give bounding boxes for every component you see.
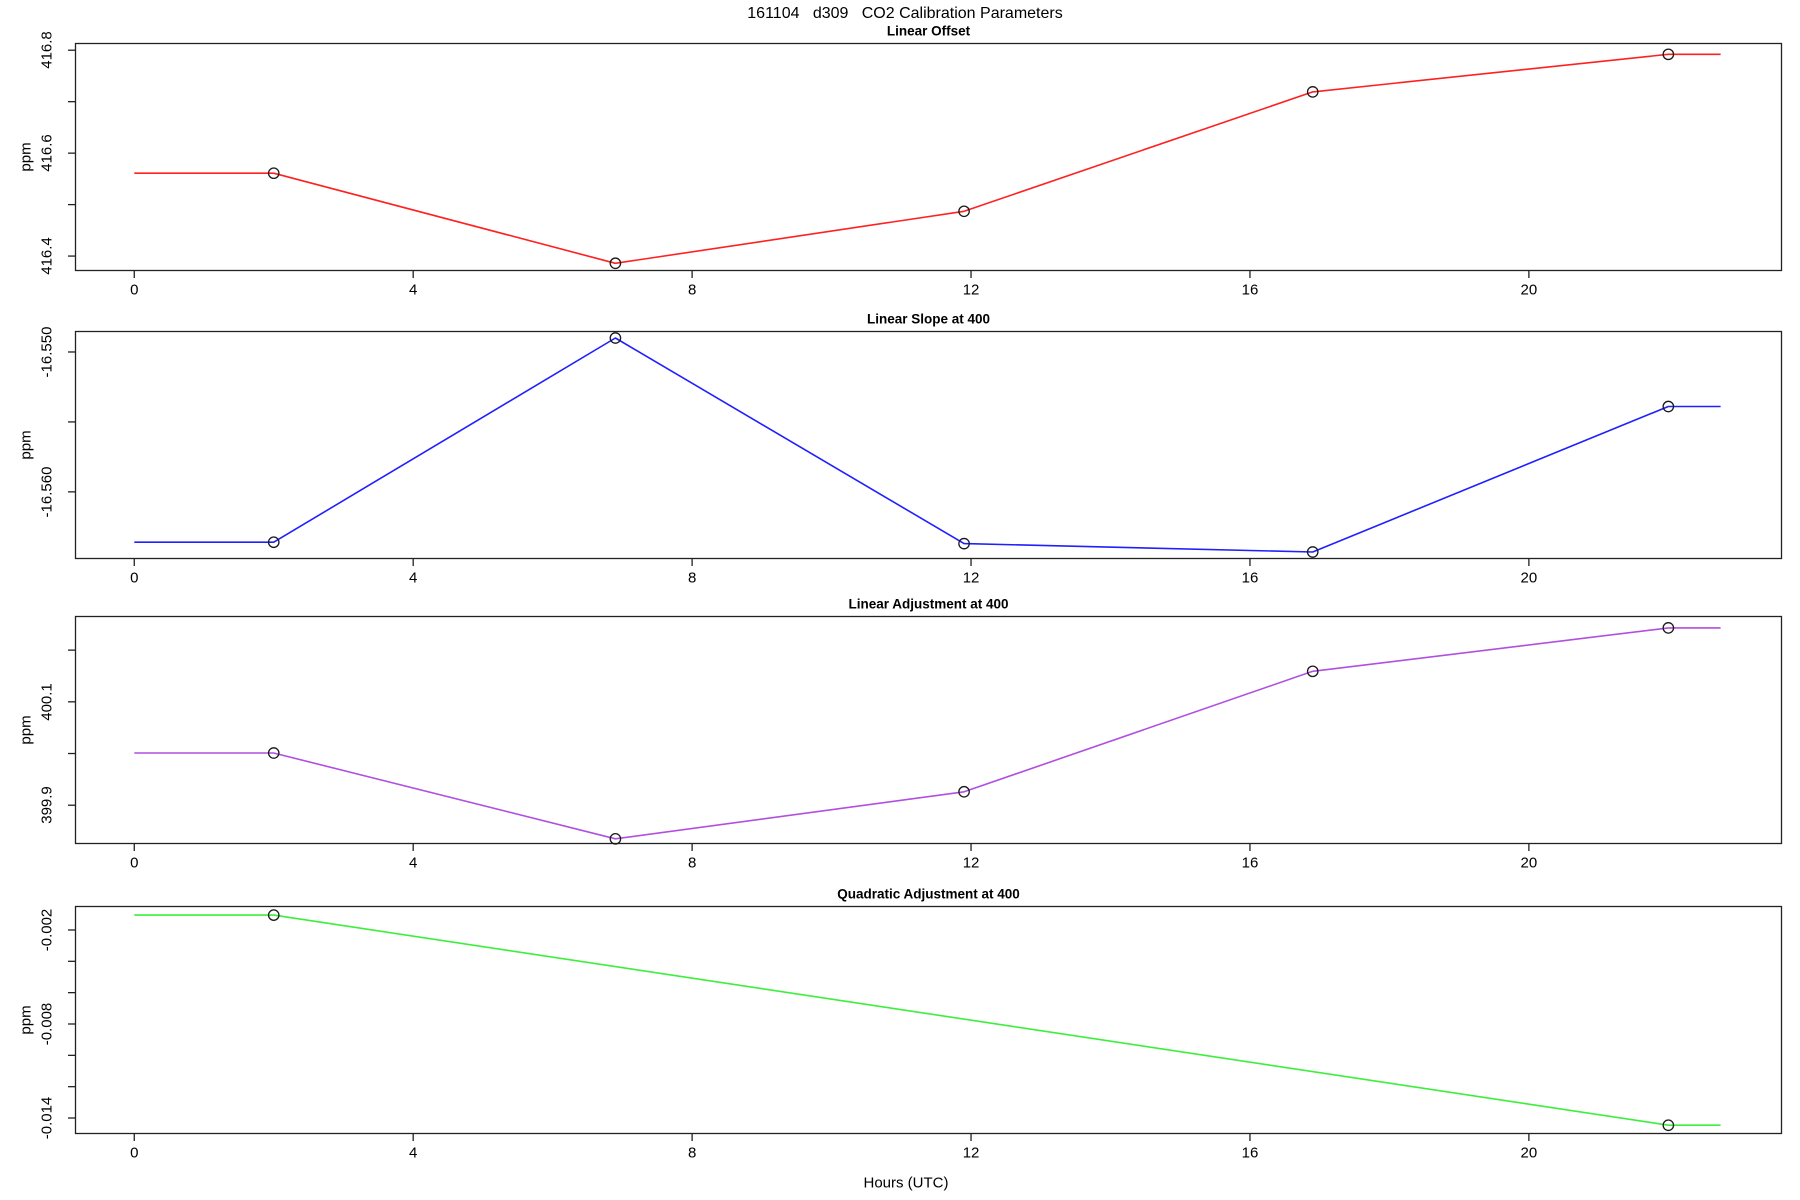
- data-point-marker: [958, 537, 970, 550]
- y-axis-title-quadratic-adjustment-at-400: ppm: [17, 1005, 35, 1035]
- figure-title: 161104 d309 CO2 Calibration Parameters: [747, 5, 1063, 22]
- y-tick-label: 400.1: [38, 683, 56, 721]
- x-tick-label: 8: [687, 854, 697, 872]
- x-axis-title: Hours (UTC): [863, 1174, 949, 1192]
- y-tick-label: -16.550: [38, 326, 56, 378]
- y-axis-title-linear-offset: ppm: [17, 142, 35, 172]
- y-tick-label: 416.8: [38, 31, 56, 69]
- x-tick-label: 8: [687, 281, 697, 299]
- x-tick-label: 4: [409, 854, 418, 872]
- y-tick-label: -16.560: [38, 466, 56, 518]
- x-tick-label: 0: [130, 854, 139, 872]
- panel-title-linear-offset: Linear Offset: [886, 23, 971, 39]
- panel-title-linear-slope-at-400: Linear Slope at 400: [866, 311, 991, 327]
- y-tick-label: 399.9: [38, 786, 56, 824]
- x-tick-label: 16: [1241, 1144, 1259, 1162]
- data-line-linear-offset: [134, 53, 1721, 265]
- plot-box-quadratic-adjustment-at-400: [74, 905, 1783, 1135]
- y-tick-label: -0.008: [38, 1002, 56, 1046]
- data-line-linear-slope-at-400: [134, 337, 1721, 553]
- data-point-marker: [1662, 1119, 1675, 1132]
- x-tick-label: 16: [1241, 854, 1259, 872]
- data-point-marker: [267, 167, 280, 180]
- data-point-marker: [609, 332, 622, 344]
- x-tick-label: 4: [409, 569, 418, 587]
- plot-linear-offset: [68, 42, 1783, 278]
- plot-box-linear-slope-at-400: [74, 330, 1783, 560]
- plot-linear-adjustment-at-400: [68, 615, 1783, 851]
- x-tick-label: 20: [1520, 569, 1538, 587]
- x-tick-label: 0: [130, 569, 139, 587]
- plot-box-linear-offset: [74, 42, 1783, 272]
- y-axis-title-linear-adjustment-at-400: ppm: [17, 715, 35, 745]
- data-point-marker: [267, 536, 280, 549]
- x-tick-label: 12: [962, 281, 980, 299]
- x-tick-label: 20: [1520, 1144, 1538, 1162]
- data-point-marker: [1306, 86, 1319, 98]
- x-tick-label: 0: [130, 1144, 139, 1162]
- x-tick-label: 16: [1241, 569, 1259, 587]
- data-point-marker: [267, 909, 280, 921]
- x-tick-label: 16: [1241, 281, 1259, 299]
- data-point-marker: [1662, 48, 1675, 61]
- data-point-marker: [958, 205, 970, 218]
- data-point-marker: [1662, 622, 1675, 634]
- x-tick-label: 4: [409, 1144, 418, 1162]
- panel-title-linear-adjustment-at-400: Linear Adjustment at 400: [848, 596, 1009, 612]
- y-tick-label: -0.002: [38, 908, 56, 952]
- data-point-marker: [1306, 665, 1319, 678]
- y-tick-label: -0.014: [38, 1096, 56, 1140]
- data-point-marker: [958, 785, 970, 798]
- data-line-linear-adjustment-at-400: [134, 627, 1721, 840]
- x-tick-label: 20: [1520, 854, 1538, 872]
- panel-title-quadratic-adjustment-at-400: Quadratic Adjustment at 400: [837, 886, 1020, 902]
- x-tick-label: 8: [687, 569, 697, 587]
- y-axis-title-linear-slope-at-400: ppm: [17, 430, 35, 460]
- data-point-marker: [267, 747, 280, 759]
- y-tick-label: 416.4: [38, 237, 56, 275]
- x-tick-label: 4: [409, 281, 418, 299]
- x-tick-label: 8: [687, 1144, 697, 1162]
- x-tick-label: 12: [962, 569, 980, 587]
- data-point-marker: [609, 257, 622, 270]
- data-line-quadratic-adjustment-at-400: [134, 914, 1721, 1126]
- plot-quadratic-adjustment-at-400: [68, 905, 1783, 1141]
- x-tick-label: 0: [130, 281, 139, 299]
- plot-box-linear-adjustment-at-400: [74, 615, 1783, 845]
- y-tick-label: 416.6: [38, 134, 56, 172]
- data-point-marker: [1662, 400, 1675, 413]
- data-point-marker: [609, 832, 622, 845]
- data-point-marker: [1306, 546, 1319, 558]
- x-tick-label: 12: [962, 854, 980, 872]
- x-tick-label: 12: [962, 1144, 980, 1162]
- x-tick-label: 20: [1520, 281, 1538, 299]
- plot-linear-slope-at-400: [68, 330, 1783, 566]
